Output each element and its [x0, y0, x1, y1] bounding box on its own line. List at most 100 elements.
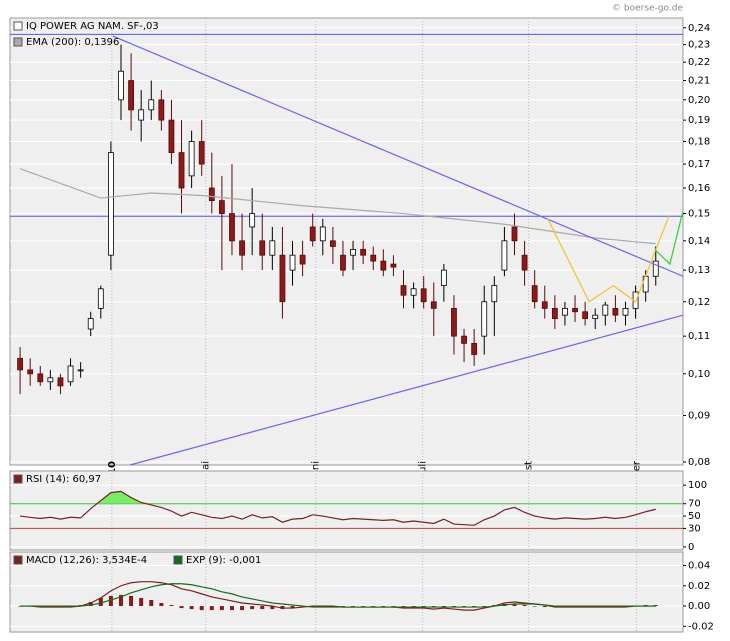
candle-body [97, 288, 104, 309]
candle-body [531, 285, 538, 303]
y-tick-label: 0,10 [688, 369, 710, 380]
histogram-bar [260, 606, 265, 610]
histogram-bar [250, 606, 255, 610]
series-line [654, 210, 683, 266]
candle-body [178, 152, 185, 189]
y-tick-label: 0,20 [688, 95, 710, 106]
candle-body [622, 307, 629, 316]
candle-body [128, 80, 134, 111]
candle-body [652, 260, 659, 277]
candle-body [451, 307, 457, 337]
y-tick-label: 0,22 [688, 57, 710, 68]
candle-body [642, 275, 649, 293]
y-tick-label: 0.02 [688, 581, 710, 592]
y-tick-label: 70 [688, 499, 701, 510]
candle-body [299, 254, 306, 265]
histogram-bar [290, 606, 295, 609]
panel-background [9, 470, 684, 551]
candle-body [400, 285, 407, 296]
candle-body [592, 314, 599, 319]
candle-body [208, 187, 215, 201]
y-tick-label: 100 [688, 480, 707, 491]
candle-body [138, 109, 145, 121]
histogram-bar [522, 605, 527, 607]
candle-body [229, 213, 235, 242]
candle-body [269, 240, 276, 256]
candle-body [158, 99, 165, 121]
candle-body [118, 70, 124, 101]
candle-body [168, 119, 175, 154]
candle-body [17, 357, 23, 371]
histogram-bar [88, 601, 93, 607]
candle-body [27, 369, 34, 375]
histogram-bar [169, 605, 174, 607]
histogram-bar [542, 606, 547, 608]
candle-body [491, 285, 498, 303]
candle-body [572, 307, 578, 313]
candle-body [107, 152, 114, 256]
legend-swatch [13, 37, 23, 47]
series-line [20, 490, 656, 526]
candle-body [440, 269, 447, 287]
candle-body [249, 213, 256, 228]
histogram-bar [532, 606, 537, 607]
candle-body [511, 226, 518, 242]
histogram-bar [209, 606, 214, 611]
series-line [19, 168, 656, 245]
x-tick-label: Juli [418, 461, 429, 477]
candle-body [289, 254, 296, 271]
series-line [129, 314, 683, 465]
y-tick-label: 0.00 [688, 601, 710, 612]
histogram-bar [270, 606, 275, 610]
candle-body [481, 301, 488, 337]
histogram-bar [229, 606, 234, 611]
y-tick-label: 0,18 [688, 136, 710, 147]
candle-body [430, 301, 437, 309]
series-line [547, 215, 670, 303]
y-tick-label: 0.04 [688, 560, 710, 571]
y-tick-label: 0,14 [688, 236, 710, 247]
y-tick-label: 0,19 [688, 115, 710, 126]
y-tick-label: 0,09 [688, 410, 710, 421]
candle-body [279, 254, 286, 303]
legend-label: IQ POWER AG NAM. SF-,03 [26, 21, 159, 32]
candle-body [87, 318, 94, 330]
y-tick-label: 0 [688, 542, 694, 553]
candle-body [198, 141, 205, 165]
source: © boerse-go.de [612, 4, 683, 14]
legend-label: EXP (9): -0,001 [186, 555, 261, 566]
histogram-bar [129, 595, 134, 607]
candle-body [259, 240, 266, 256]
candle-body [562, 307, 568, 316]
candle-body [541, 301, 548, 309]
histogram-bar [149, 599, 154, 607]
plot-area [10, 471, 683, 550]
candle-body [67, 365, 74, 383]
plot-area [10, 552, 683, 632]
y-tick-label: 0,08 [688, 457, 710, 468]
y-tick-label: 0,15 [688, 209, 710, 220]
legend-swatch [13, 474, 23, 484]
legend-swatch [13, 555, 23, 565]
histogram-bar [159, 603, 164, 607]
y-tick-label: 0,21 [688, 76, 710, 87]
histogram-bar [482, 606, 487, 607]
candle-body [360, 248, 367, 256]
candle-body [380, 260, 387, 271]
y-tick-label: 0,11 [688, 331, 710, 342]
candle-body [37, 373, 44, 383]
x-tick-label: Mai [201, 461, 212, 479]
y-tick-label: 0,16 [688, 183, 710, 194]
histogram-bar [108, 595, 113, 607]
candle-body [47, 377, 54, 383]
candle-body [461, 335, 467, 344]
histogram-bar [139, 597, 144, 607]
candle-body [521, 254, 528, 271]
y-tick-label: 0,17 [688, 159, 710, 170]
legend-swatch [13, 21, 23, 31]
legend-swatch [173, 555, 183, 565]
candle-body [239, 240, 245, 256]
candle-body [218, 200, 225, 214]
candle-body [329, 240, 336, 247]
